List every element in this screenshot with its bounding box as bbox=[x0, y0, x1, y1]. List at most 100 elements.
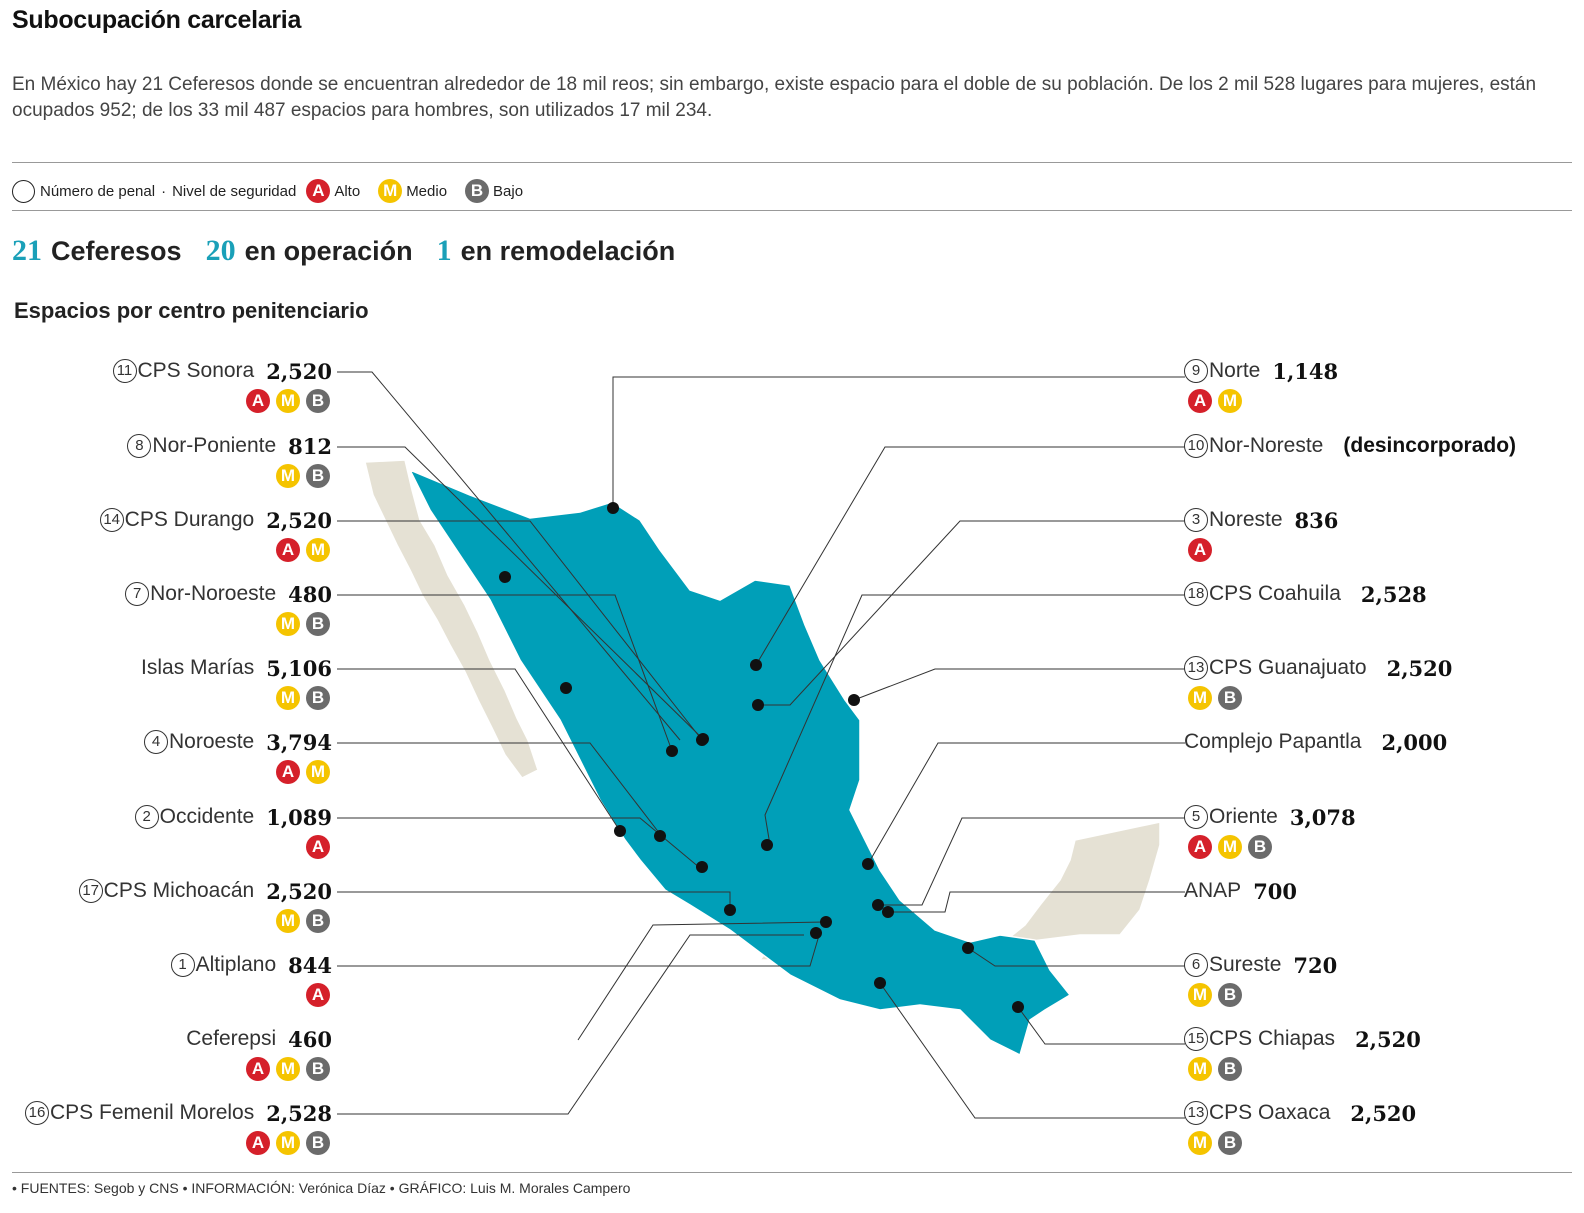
center-spaces: 700 bbox=[1253, 878, 1298, 904]
center-spaces: 460 bbox=[288, 1026, 332, 1052]
center-name: Ceferepsi bbox=[186, 1027, 277, 1050]
center-spaces: 2,000 bbox=[1381, 729, 1448, 755]
center-name: Nor-Noreste bbox=[1209, 434, 1324, 457]
total-count: 21 bbox=[12, 234, 42, 267]
center-name: Noroeste bbox=[169, 730, 255, 753]
medio-badge-icon: M bbox=[1188, 983, 1212, 1007]
center-name: CPS Coahuila bbox=[1209, 582, 1341, 605]
center-name: Islas Marías bbox=[141, 656, 255, 679]
center-number-circle: 15 bbox=[1184, 1027, 1208, 1051]
center-label-nor-noreste: 10 Nor-Noreste (desincorporado) bbox=[1184, 431, 1516, 461]
site-dot-altiplano bbox=[724, 904, 736, 916]
center-name: CPS Michoacán bbox=[103, 879, 255, 902]
center-number-circle: 10 bbox=[1184, 434, 1208, 458]
alto-badge-icon: A bbox=[306, 179, 331, 203]
legend-bajo-label: Bajo bbox=[493, 182, 524, 200]
security-levels: A bbox=[1188, 538, 1212, 564]
center-spaces: 2,520 bbox=[266, 507, 332, 533]
center-number-circle: 8 bbox=[127, 434, 152, 458]
site-dot-cps-durango bbox=[696, 734, 708, 746]
total-label: Ceferesos bbox=[51, 236, 182, 266]
alto-badge-icon: A bbox=[246, 389, 270, 413]
center-name: Noreste bbox=[1209, 508, 1283, 531]
site-dot-norte bbox=[607, 502, 619, 514]
medio-badge-icon: M bbox=[306, 538, 330, 562]
medio-badge-icon: M bbox=[378, 179, 403, 203]
center-name: CPS Chiapas bbox=[1209, 1027, 1336, 1050]
center-name: CPS Oaxaca bbox=[1209, 1101, 1331, 1124]
leader-line-norte bbox=[612, 376, 1185, 508]
center-number-circle: 7 bbox=[125, 582, 150, 606]
center-spaces: 2,520 bbox=[1355, 1026, 1421, 1052]
alto-badge-icon: A bbox=[306, 983, 330, 1007]
legend-number-label: Número de penal bbox=[40, 182, 156, 200]
center-label-cps-guanajuato: 13 CPS Guanajuato 2,520 bbox=[1184, 653, 1452, 683]
site-dot-anap bbox=[882, 906, 894, 918]
center-label-nor-noroeste: 7 Nor-Noroeste 480 bbox=[125, 579, 332, 609]
center-label-ceferepsi: Ceferepsi 460 bbox=[186, 1024, 332, 1054]
medio-badge-icon: M bbox=[276, 909, 300, 933]
bajo-badge-icon: B bbox=[306, 1057, 330, 1081]
medio-badge-icon: M bbox=[276, 612, 300, 636]
remodel-label: en remodelación bbox=[460, 236, 676, 266]
leader-line-noreste bbox=[758, 520, 1185, 706]
medio-badge-icon: M bbox=[276, 389, 300, 413]
site-dot-noreste bbox=[752, 699, 764, 711]
center-spaces: 3,794 bbox=[266, 729, 332, 755]
site-dot-nor-noroeste bbox=[666, 745, 678, 757]
center-label-cps-coahuila: 18 CPS Coahuila 2,528 bbox=[1184, 579, 1427, 609]
center-number-circle: 17 bbox=[78, 879, 103, 903]
center-label-altiplano: 1 Altiplano 844 bbox=[170, 950, 332, 980]
center-name: Complejo Papantla bbox=[1184, 730, 1362, 753]
medio-badge-icon: M bbox=[1188, 686, 1212, 710]
bajo-badge-icon: B bbox=[306, 1131, 330, 1155]
yucatan-peninsula bbox=[997, 821, 1161, 947]
baja-california bbox=[364, 459, 539, 779]
center-spaces: 2,528 bbox=[266, 1100, 332, 1126]
bajo-badge-icon: B bbox=[306, 389, 330, 413]
center-number-circle: 13 bbox=[1184, 1101, 1208, 1125]
center-spaces: 2,520 bbox=[1386, 655, 1453, 681]
center-spaces: 720 bbox=[1293, 952, 1338, 978]
site-dot-sureste bbox=[962, 942, 974, 954]
leader-line-cps-oaxaca bbox=[879, 982, 1185, 1119]
leader-line-cps-durango bbox=[337, 520, 703, 741]
leader-line-cps-chiapas bbox=[1017, 1006, 1185, 1045]
site-dot-islas-marias bbox=[614, 825, 626, 837]
medio-badge-icon: M bbox=[276, 686, 300, 710]
medio-badge-icon: M bbox=[1188, 1131, 1212, 1155]
leader-line-oriente bbox=[878, 817, 1185, 906]
site-dot-cps-coahuila bbox=[848, 694, 860, 706]
medio-badge-icon: M bbox=[276, 464, 300, 488]
center-name: CPS Guanajuato bbox=[1209, 656, 1367, 679]
divider-top bbox=[12, 162, 1572, 163]
center-name: ANAP bbox=[1184, 879, 1242, 902]
center-spaces: 2,528 bbox=[1360, 581, 1427, 607]
center-number-circle: 16 bbox=[25, 1101, 49, 1125]
operating-count: 20 bbox=[205, 234, 236, 267]
center-spaces: 836 bbox=[1294, 507, 1339, 533]
footer-divider bbox=[12, 1172, 1572, 1173]
center-name: Sureste bbox=[1209, 953, 1282, 976]
center-name: Nor-Noroeste bbox=[150, 582, 277, 605]
center-spaces: 480 bbox=[288, 581, 332, 607]
leader-line-sureste bbox=[967, 947, 1185, 967]
site-dot-cps-guanajuato bbox=[761, 839, 773, 851]
alto-badge-icon: A bbox=[1188, 538, 1212, 562]
summary-stats: 21 Ceferesos 20 en operación 1 en remode… bbox=[12, 234, 699, 268]
legend-medio-label: Medio bbox=[406, 182, 448, 200]
center-spaces: 2,520 bbox=[266, 878, 332, 904]
site-dot-noroeste bbox=[560, 682, 572, 694]
leader-line-altiplano bbox=[337, 931, 821, 967]
bajo-badge-icon: B bbox=[306, 612, 330, 636]
site-dot-cps-chiapas bbox=[1012, 1001, 1024, 1013]
site-dot-cps-sonora bbox=[499, 571, 511, 583]
